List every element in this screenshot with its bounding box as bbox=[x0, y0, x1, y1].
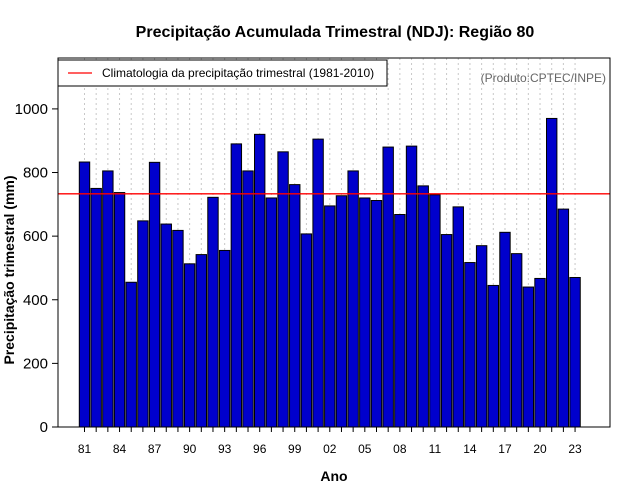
bar-1987 bbox=[148, 161, 161, 428]
x-tick-label: 14 bbox=[463, 442, 477, 456]
credit-text: (Produto:CPTEC/INPE) bbox=[481, 71, 606, 85]
x-tick-label: 17 bbox=[498, 442, 512, 456]
y-axis-label: Precipitação trimestral (mm) bbox=[1, 175, 17, 364]
y-axis: 0 200 400 600 800 1000 bbox=[15, 101, 59, 436]
bar-1989 bbox=[172, 229, 184, 428]
bar-2001 bbox=[312, 138, 324, 428]
x-tick-label: 84 bbox=[113, 442, 127, 456]
bar-1998 bbox=[277, 151, 289, 428]
bar-layer bbox=[78, 117, 581, 428]
bar-2008 bbox=[394, 214, 406, 428]
bar-2018 bbox=[510, 253, 523, 428]
y-tick-label: 800 bbox=[23, 165, 48, 182]
bar-2010 bbox=[417, 185, 429, 428]
x-tick-label: 11 bbox=[429, 442, 442, 456]
bar-2005 bbox=[359, 197, 371, 428]
bar-2002 bbox=[324, 205, 336, 428]
legend-box bbox=[57, 59, 388, 87]
bar-2017 bbox=[499, 231, 511, 428]
bar-1994 bbox=[230, 143, 243, 428]
y-tick-label: 600 bbox=[23, 228, 48, 245]
bar-1999 bbox=[289, 184, 301, 428]
y-tick-label: 1000 bbox=[15, 101, 48, 118]
x-tick-label: 90 bbox=[183, 442, 197, 456]
bar-2000 bbox=[300, 233, 313, 428]
bar-2003 bbox=[335, 195, 348, 428]
bar-1981 bbox=[78, 161, 91, 428]
y-tick-label: 400 bbox=[23, 292, 48, 309]
bar-1985 bbox=[125, 281, 137, 428]
chart-title: Precipitação Acumulada Trimestral (NDJ):… bbox=[136, 24, 535, 41]
x-tick-label: 96 bbox=[253, 442, 267, 456]
y-tick-label: 0 bbox=[40, 419, 48, 436]
x-tick-label: 02 bbox=[323, 442, 337, 456]
bar-2009 bbox=[405, 145, 418, 428]
legend-label: Climatologia da precipitação trimestral … bbox=[102, 66, 374, 80]
bar-1986 bbox=[137, 220, 149, 428]
y-tick-label: 200 bbox=[23, 355, 48, 372]
bar-1995 bbox=[242, 170, 254, 428]
bar-2013 bbox=[452, 206, 464, 428]
bar-2016 bbox=[487, 284, 500, 428]
bar-1982 bbox=[90, 187, 102, 428]
bar-2014 bbox=[464, 262, 476, 428]
bar-1993 bbox=[218, 249, 231, 428]
x-tick-label: 23 bbox=[568, 442, 582, 456]
bar-2015 bbox=[475, 245, 488, 428]
bar-1988 bbox=[160, 223, 172, 428]
bar-1984 bbox=[113, 192, 126, 428]
bar-2011 bbox=[429, 194, 441, 428]
legend: Climatologia da precipitação trimestral … bbox=[57, 59, 388, 87]
x-tick-label: 93 bbox=[218, 442, 232, 456]
bar-2007 bbox=[382, 146, 394, 428]
x-tick-label: 08 bbox=[393, 442, 407, 456]
x-tick-label: 20 bbox=[533, 442, 547, 456]
bar-2012 bbox=[440, 234, 453, 428]
bar-2023 bbox=[569, 276, 581, 428]
x-axis-label: Ano bbox=[320, 468, 347, 484]
bar-1983 bbox=[102, 170, 114, 428]
bar-1990 bbox=[183, 263, 196, 428]
x-tick-label: 05 bbox=[358, 442, 372, 456]
bar-2019 bbox=[522, 286, 535, 428]
bar-2021 bbox=[546, 117, 558, 428]
bar-2006 bbox=[370, 200, 383, 428]
x-tick-label: 99 bbox=[288, 442, 302, 456]
bar-1997 bbox=[265, 197, 278, 428]
bar-2022 bbox=[557, 208, 570, 428]
bar-2004 bbox=[347, 170, 359, 428]
x-axis: 81 84 87 90 93 96 99 02 05 08 11 14 17 20 23 bbox=[74, 426, 586, 456]
bar-2020 bbox=[534, 277, 546, 428]
bar-1996 bbox=[254, 133, 266, 428]
bar-1992 bbox=[207, 196, 219, 428]
x-tick-label: 87 bbox=[148, 442, 162, 456]
x-tick-label: 81 bbox=[78, 442, 92, 456]
bar-1991 bbox=[195, 254, 208, 428]
